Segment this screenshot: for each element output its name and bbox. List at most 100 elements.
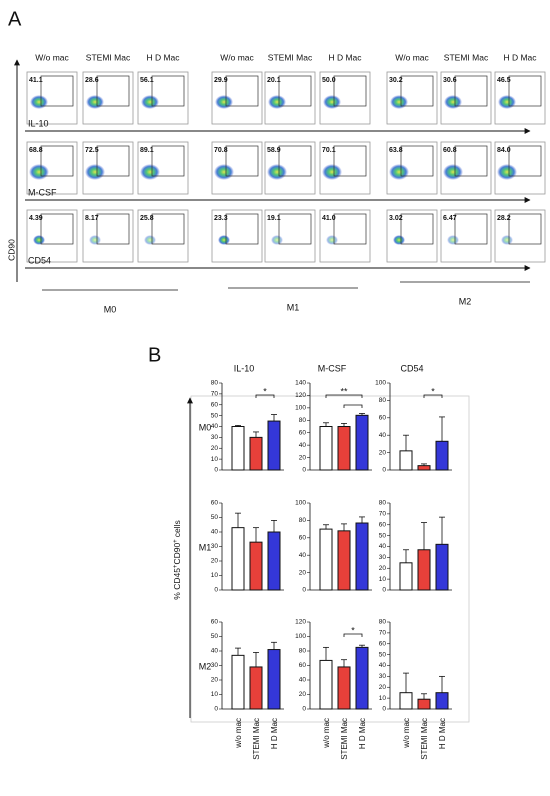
group-label: M1 [287,302,300,312]
row-label: M2 [199,661,212,671]
cell-cluster [140,164,160,180]
y-tick-label: 100 [295,633,306,640]
bar [417,465,431,471]
gate [225,75,259,107]
bar [337,530,351,591]
flow-plot [26,209,78,263]
flow-plot [137,141,189,195]
gate [40,213,74,245]
bar [231,426,245,471]
column-header: STEMI Mac [268,52,313,62]
y-tick-label: 30 [211,662,219,669]
cell-cluster [30,95,48,109]
gate-percent: 70.1 [322,147,336,154]
column-header: STEMI Mac [444,52,489,62]
marker-label: CD54 [28,255,51,265]
y-label-part: % CD45 [172,568,182,600]
y-tick-label: 20 [211,445,219,452]
significance-bracket [343,404,363,408]
cell-cluster [393,235,405,245]
bar [355,646,369,710]
cell-cluster [323,95,341,109]
bar [267,649,281,710]
significance-bracket [325,394,363,398]
gate-percent: 28.2 [497,215,511,222]
panel-label: A [8,8,22,30]
gate [454,75,488,107]
y-tick-label: 30 [211,434,219,441]
cell-cluster [141,95,159,109]
y-tick-label: 40 [211,423,219,430]
column-header: W/o mac [35,52,69,62]
bar [435,440,449,471]
y-tick-label: 80 [379,619,387,626]
gate-percent: 89.1 [140,147,154,154]
gate-percent: 3.02 [389,215,403,222]
y-tick-label: 100 [295,500,306,507]
y-tick-label: 60 [379,521,387,528]
gate-percent: 63.8 [389,147,403,154]
x-tick-label: w/o mac [322,718,331,749]
cell-cluster [33,235,45,245]
column-title: IL-10 [234,363,255,373]
cell-cluster [267,164,287,180]
y-tick-label: 70 [379,630,387,637]
y-tick-label: 20 [299,691,307,698]
significance-label: * [351,625,355,635]
y-tick-label: 80 [299,417,307,424]
y-tick-label: 80 [211,380,219,387]
column-header: H D Mac [503,52,537,62]
bar [319,528,333,591]
significance-bracket [423,394,443,398]
gate-percent: 28.6 [85,77,99,84]
y-tick-label: 60 [211,619,219,626]
gate [96,213,130,245]
bar [231,654,245,710]
y-tick-label: 10 [211,456,219,463]
cell-cluster [501,235,513,245]
y-label-part: + [173,564,179,568]
gate-percent: 84.0 [497,147,511,154]
y-label-part: cells [172,520,182,537]
column-title: CD54 [400,363,423,373]
cell-cluster [322,164,342,180]
y-tick-label: 20 [379,449,387,456]
gate-percent: 29.9 [214,77,228,84]
gate [508,145,542,177]
y-tick-label: 40 [299,552,307,559]
cell-cluster [29,164,49,180]
y-tick-label: 10 [379,695,387,702]
y-tick-label: 0 [382,706,386,713]
gate [278,213,312,245]
gate [96,75,130,107]
y-tick-label: 140 [295,380,306,387]
y-tick-label: 0 [214,467,218,474]
y-tick-label: 70 [211,391,219,398]
y-tick-label: 60 [299,662,307,669]
gate-percent: 46.5 [497,77,511,84]
flow-plot [137,209,189,263]
y-tick-label: 0 [382,467,386,474]
gate [400,75,434,107]
flow-plot [494,209,546,263]
cell-cluster [215,95,233,109]
gate-percent: 68.8 [29,147,43,154]
bar [417,698,431,710]
x-tick-label: H D Mac [358,718,367,749]
y-tick-label: 60 [299,535,307,542]
column-header: H D Mac [146,52,180,62]
gate [40,75,74,107]
y-tick-label: 20 [299,454,307,461]
y-tick-label: 30 [211,543,219,550]
gate-percent: 56.1 [140,77,154,84]
x-tick-label: STEMI Mac [252,718,261,760]
y-tick-label: 40 [211,648,219,655]
y-tick-label: 40 [299,442,307,449]
bar [435,692,449,710]
gate [454,145,488,177]
y-label-part: CD90 [172,543,182,565]
cell-cluster [389,164,409,180]
x-tick-label: w/o mac [234,718,243,749]
significance-label: ** [340,386,348,396]
y-tick-label: 100 [375,380,386,387]
